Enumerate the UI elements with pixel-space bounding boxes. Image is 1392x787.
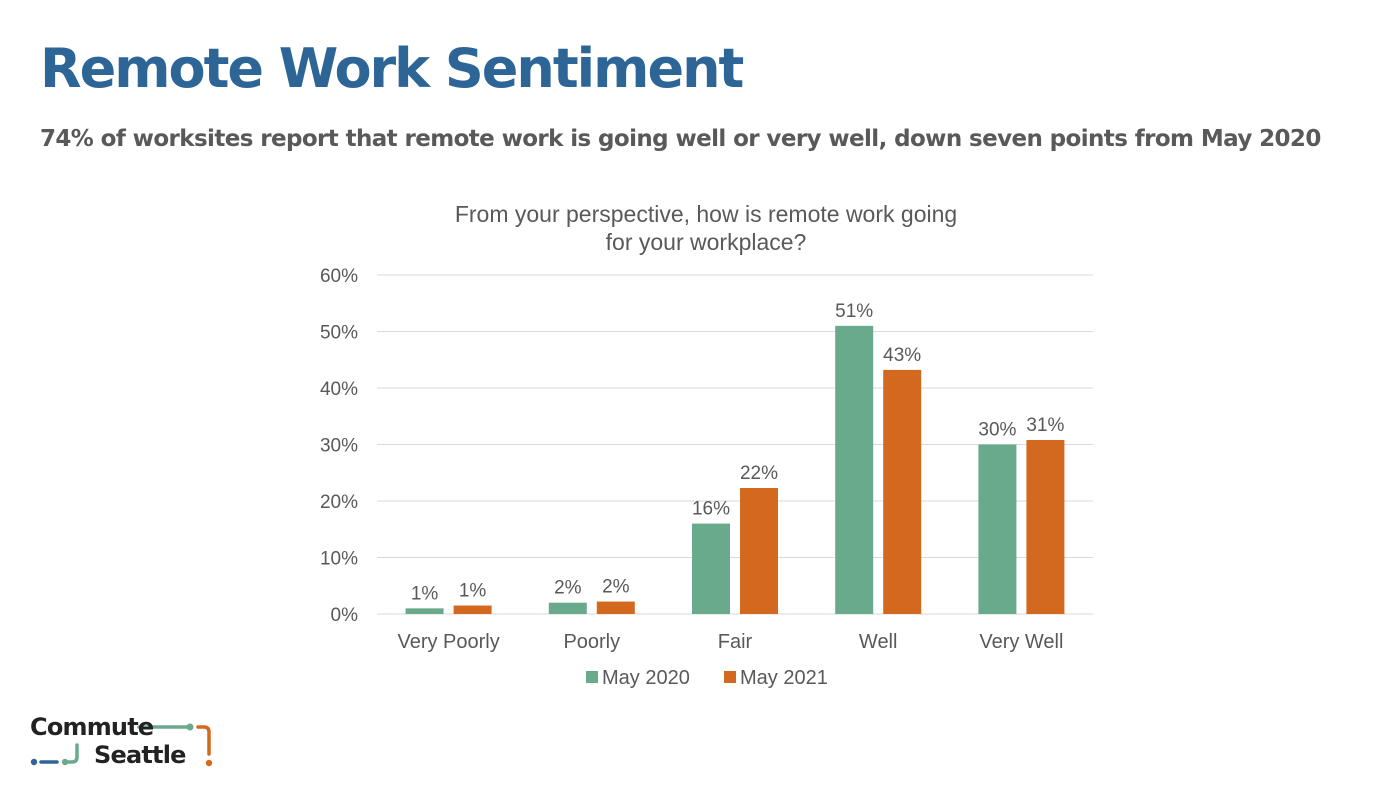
y-tick-label: 0% bbox=[331, 605, 359, 626]
bar bbox=[740, 488, 778, 614]
y-tick-label: 10% bbox=[320, 549, 358, 570]
x-tick-label: Very Poorly bbox=[397, 631, 499, 653]
x-tick-label: Very Well bbox=[979, 631, 1063, 653]
legend-swatch bbox=[586, 671, 598, 683]
data-label: 2% bbox=[554, 578, 582, 599]
bar bbox=[978, 444, 1017, 614]
bar bbox=[596, 601, 635, 614]
y-tick-label: 50% bbox=[320, 323, 358, 344]
bar bbox=[1026, 439, 1065, 614]
data-label: 31% bbox=[1026, 415, 1064, 436]
bar bbox=[883, 369, 922, 614]
data-label: 43% bbox=[883, 345, 921, 366]
logo-orange-route-line bbox=[196, 725, 211, 756]
logo-green-route-line bbox=[64, 743, 79, 764]
y-tick-label: 60% bbox=[320, 266, 358, 287]
logo-green-stop bbox=[61, 758, 69, 766]
legend-swatch bbox=[724, 671, 736, 683]
bar bbox=[405, 608, 444, 614]
data-label: 30% bbox=[978, 420, 1016, 441]
y-tick-label: 20% bbox=[320, 492, 358, 513]
data-label: 1% bbox=[411, 583, 439, 604]
legend-label: May 2021 bbox=[740, 667, 828, 689]
bar bbox=[835, 325, 874, 614]
y-tick-label: 40% bbox=[320, 379, 358, 400]
logo-word-seattle: Seattle bbox=[94, 741, 186, 769]
logo-blue-stop bbox=[30, 758, 38, 766]
slide-title: Remote Work Sentiment bbox=[40, 37, 744, 100]
bar bbox=[453, 605, 492, 614]
bar bbox=[548, 602, 587, 614]
data-label: 2% bbox=[602, 577, 630, 598]
x-tick-label: Fair bbox=[718, 631, 753, 653]
legend-label: May 2020 bbox=[602, 667, 690, 689]
logo-top-stop bbox=[186, 723, 194, 731]
chart-title-line: From your perspective, how is remote wor… bbox=[455, 201, 957, 227]
chart-title-line: for your workplace? bbox=[606, 229, 807, 255]
commute-seattle-logo: Commute Seattle bbox=[28, 710, 228, 776]
data-label: 51% bbox=[835, 301, 873, 322]
y-tick-label: 30% bbox=[320, 436, 358, 457]
route-line-mark bbox=[30, 723, 213, 767]
logo-orange-stop bbox=[205, 759, 213, 767]
bar bbox=[692, 523, 730, 614]
slide-subtitle: 74% of worksites report that remote work… bbox=[40, 126, 1321, 152]
data-label: 1% bbox=[459, 581, 487, 602]
data-label: 16% bbox=[692, 499, 730, 520]
data-label: 22% bbox=[740, 463, 778, 484]
x-tick-label: Poorly bbox=[563, 631, 620, 653]
logo-word-commute: Commute bbox=[30, 713, 154, 741]
x-tick-label: Well bbox=[859, 631, 898, 653]
